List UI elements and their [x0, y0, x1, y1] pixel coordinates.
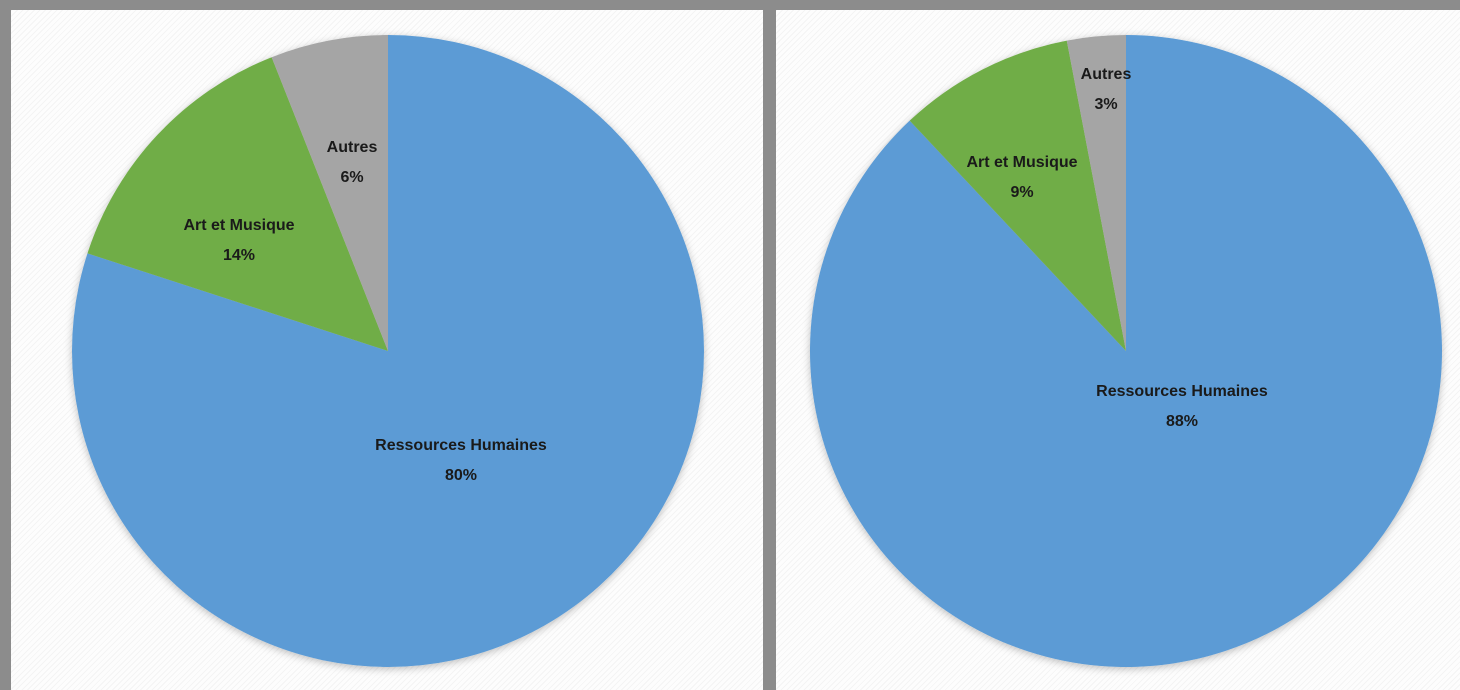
slice-label-art-et-musique: Art et Musique [966, 154, 1077, 171]
pie-slice-autres [271, 35, 388, 351]
pie-chart-left: Ressources Humaines 80% Art et Musique 14% A… [72, 35, 705, 667]
slice-percent-art-et-musique: 9% [1010, 184, 1033, 201]
pie-slice-art-et-musique [909, 40, 1126, 351]
slice-label-autres: Autres [1081, 66, 1132, 83]
slice-label-art-et-musique: Art et Musique [183, 217, 294, 234]
slice-percent-autres: 3% [1094, 96, 1117, 113]
slice-percent-ressources-humaines: 88% [1166, 413, 1198, 430]
slice-percent-ressources-humaines: 80% [445, 467, 477, 484]
pie-slice-autres [1066, 35, 1126, 351]
slice-label-ressources-humaines: Ressources Humaines [1096, 383, 1268, 400]
slice-percent-art-et-musique: 14% [223, 247, 255, 264]
slice-label-autres: Autres [327, 139, 378, 156]
pie-slice-ressources-humaines [72, 35, 705, 667]
slice-label-ressources-humaines: Ressources Humaines [375, 437, 547, 454]
pie-slice-art-et-musique [87, 57, 389, 351]
pie-chart-panel-left: Ressources Humaines 80% Art et Musique 14% A… [11, 10, 763, 690]
pie-chart-panel-right: Ressources Humaines 88% Art et Musique 9% Au… [776, 10, 1460, 690]
pie-chart-right: Ressources Humaines 88% Art et Musique 9% Au… [810, 35, 1442, 667]
slice-percent-autres: 6% [340, 169, 363, 186]
